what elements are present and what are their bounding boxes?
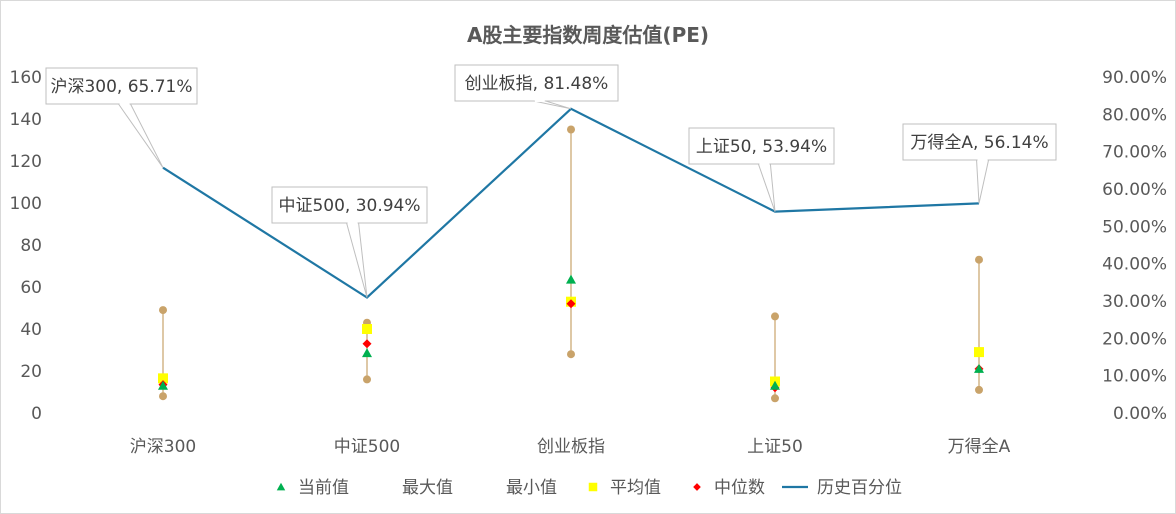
current-marker xyxy=(974,363,984,373)
right-tick-label: 80.00% xyxy=(1102,105,1167,125)
left-tick-label: 140 xyxy=(10,110,42,130)
right-tick-label: 40.00% xyxy=(1102,255,1167,275)
right-tick-label: 70.00% xyxy=(1102,143,1167,163)
legend-item: 当前值 xyxy=(276,478,349,498)
legend-swatch xyxy=(693,483,701,491)
average-marker xyxy=(158,373,168,384)
left-tick-label: 60 xyxy=(20,278,42,298)
legend-swatch xyxy=(276,482,286,491)
callout: 上证50, 53.94% xyxy=(688,127,835,212)
left-tick-label: 80 xyxy=(20,236,42,256)
min-marker xyxy=(159,392,167,401)
callout-box xyxy=(271,186,428,224)
average-marker xyxy=(974,347,984,358)
right-tick-label: 10.00% xyxy=(1102,367,1167,387)
average-marker xyxy=(362,324,372,334)
callout-pointer xyxy=(976,159,990,204)
right-tick-label: 20.00% xyxy=(1102,329,1167,349)
right-tick-label: 60.00% xyxy=(1102,180,1167,200)
callout-box xyxy=(45,67,198,105)
right-tick-label: 30.00% xyxy=(1102,292,1167,312)
callout-label: 万得全A, 56.14% xyxy=(910,133,1048,153)
callout-label: 沪深300, 65.71% xyxy=(50,77,192,97)
legend-item: 最小值 xyxy=(506,478,557,498)
legend-label: 中位数 xyxy=(714,478,765,498)
max-marker xyxy=(567,125,575,134)
left-tick-label: 40 xyxy=(20,320,42,340)
category-label: 沪深300 xyxy=(130,437,196,457)
current-marker xyxy=(158,380,168,390)
right-tick-label: 50.00% xyxy=(1102,217,1167,237)
current-marker xyxy=(770,380,780,390)
right-axis: 0.00% 10.00% 20.00% 30.00% 40.00% 50.00% 60.00… xyxy=(1102,68,1167,424)
callout-label: 上证50, 53.94% xyxy=(696,137,827,157)
left-tick-label: 100 xyxy=(10,194,42,214)
min-marker xyxy=(567,350,575,359)
max-marker xyxy=(159,306,167,315)
callout-pointer xyxy=(533,100,572,110)
callout-label: 中证500, 30.94% xyxy=(278,196,420,216)
callout-box xyxy=(902,123,1057,161)
min-marker xyxy=(771,394,779,403)
median-marker xyxy=(362,339,372,349)
max-marker xyxy=(771,312,779,321)
legend-label: 最小值 xyxy=(506,478,557,498)
right-tick-label: 0.00% xyxy=(1113,404,1167,424)
callouts: 沪深300, 65.71% 中证500, 30.94% 创业板指, 81.48% 上证… xyxy=(45,64,1057,298)
callout: 万得全A, 56.14% xyxy=(902,123,1057,204)
callout: 沪深300, 65.71% xyxy=(45,67,198,168)
min-marker xyxy=(363,375,371,384)
legend-label: 平均值 xyxy=(610,478,661,498)
markers xyxy=(158,125,984,403)
current-marker xyxy=(362,348,372,358)
callout-box xyxy=(688,127,835,165)
category-label: 万得全A xyxy=(948,437,1011,457)
callout: 创业板指, 81.48% xyxy=(454,64,619,110)
legend-label: 当前值 xyxy=(298,478,349,498)
callout: 中证500, 30.94% xyxy=(271,186,428,298)
callout-box xyxy=(454,64,619,102)
callout-pointer xyxy=(117,103,164,168)
legend-swatch xyxy=(588,482,598,492)
left-tick-label: 20 xyxy=(20,362,42,382)
legend-item: 中位数 xyxy=(693,478,765,498)
chart-title: A股主要指数周度估值(PE) xyxy=(467,23,709,47)
legend-item: 平均值 xyxy=(588,478,661,498)
legend: 当前值 最大值 最小值 平均值 中位数 历史百分位 xyxy=(276,478,902,498)
left-axis: 0 20 40 60 80 100 120 140 160 xyxy=(10,68,42,424)
min-marker xyxy=(975,385,983,394)
callout-label: 创业板指, 81.48% xyxy=(465,74,609,94)
legend-label: 历史百分位 xyxy=(817,478,902,498)
category-label: 上证50 xyxy=(747,437,803,457)
legend-label: 最大值 xyxy=(402,478,453,498)
max-marker xyxy=(975,255,983,264)
current-marker xyxy=(566,274,576,284)
legend-item: 历史百分位 xyxy=(782,478,902,498)
category-label: 创业板指 xyxy=(537,437,605,457)
category-label: 中证500 xyxy=(334,437,400,457)
left-tick-label: 120 xyxy=(10,152,42,172)
median-marker xyxy=(566,299,576,309)
right-tick-label: 90.00% xyxy=(1102,68,1167,88)
left-tick-label: 160 xyxy=(10,68,42,88)
left-tick-label: 0 xyxy=(31,404,42,424)
legend-item: 最大值 xyxy=(402,478,453,498)
category-axis: 沪深300 中证500 创业板指 上证50 万得全A xyxy=(130,437,1011,457)
